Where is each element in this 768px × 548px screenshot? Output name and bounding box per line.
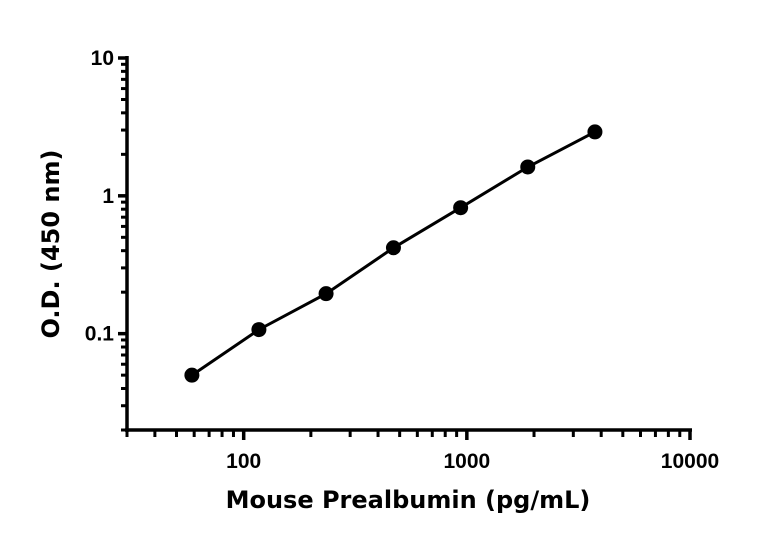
x-tick-label: 100	[226, 450, 261, 473]
y-tick-label: 10	[91, 47, 114, 70]
x-tick-label: 10000	[661, 450, 719, 473]
data-point-marker	[587, 124, 603, 140]
y-tick-label: 1	[102, 185, 114, 208]
x-tick-label: 1000	[443, 450, 490, 473]
y-axis-title: O.D. (450 nm)	[37, 150, 65, 339]
x-axis: 100 1000 10000	[125, 428, 719, 473]
data-point-marker	[453, 200, 469, 216]
data-point-marker	[318, 286, 334, 302]
y-axis: 0.1 1 10	[85, 47, 129, 432]
data-series	[184, 124, 603, 383]
y-tick-label: 0.1	[85, 323, 115, 346]
x-axis-title: Mouse Prealbumin (pg/mL)	[226, 486, 591, 514]
data-point-marker	[251, 322, 267, 338]
data-point-marker	[184, 367, 200, 383]
data-point-marker	[385, 240, 401, 256]
data-point-marker	[520, 159, 536, 175]
